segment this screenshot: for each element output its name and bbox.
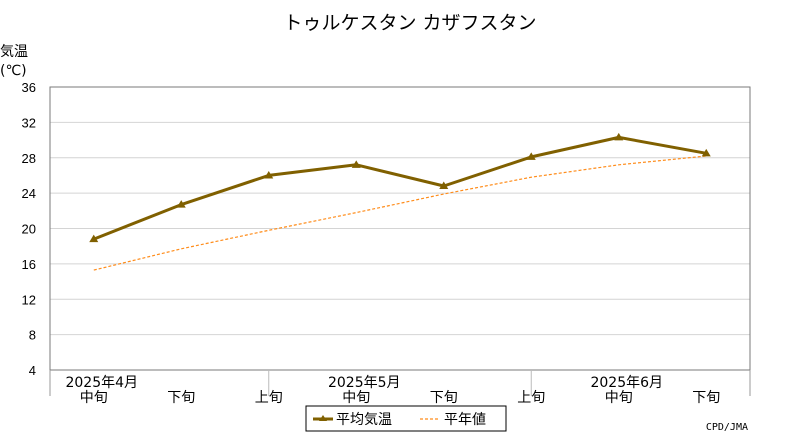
y-axis-label: 気温 [0, 44, 28, 60]
legend-label-average: 平均気温 [336, 412, 392, 428]
y-tick-label: 12 [22, 292, 36, 307]
average-point [701, 148, 711, 157]
average-point [264, 170, 274, 179]
gridlines [50, 121, 750, 336]
x-month-label: 2025年4月 [65, 375, 138, 391]
legend: 平均気温 平年値 [305, 405, 507, 432]
plot-area-frame [49, 86, 751, 371]
x-period-label: 下旬 [430, 390, 458, 406]
legend-box [305, 405, 507, 432]
source-credit: CPD/JMA [706, 422, 748, 433]
average-point [614, 132, 624, 141]
x-month-label: 2025年6月 [590, 375, 663, 391]
x-period-label: 上旬 [517, 390, 545, 406]
chart-title: トゥルケスタン カザフスタン [283, 12, 536, 34]
y-tick-label: 36 [22, 80, 36, 95]
y-axis-unit: (℃) [0, 63, 27, 79]
x-period-label: 中旬 [342, 390, 370, 406]
x-period-label: 上旬 [255, 390, 283, 406]
y-tick-label: 8 [29, 328, 36, 343]
average-point [439, 181, 449, 190]
average-point [176, 200, 186, 208]
average-point [526, 152, 536, 160]
x-period-label: 下旬 [692, 390, 720, 406]
average-point [351, 160, 361, 168]
x-period-label: 下旬 [167, 390, 195, 406]
x-period-label: 中旬 [605, 390, 633, 406]
y-tick-label: 32 [22, 115, 36, 130]
x-month-label: 2025年5月 [328, 375, 401, 391]
x-period-label: 中旬 [80, 390, 108, 406]
y-tick-label: 16 [22, 257, 36, 272]
average-point [89, 234, 99, 243]
legend-marker-average [319, 415, 327, 421]
y-tick-labels: 4 8 12 16 20 24 28 32 36 [22, 80, 36, 378]
y-tick-label: 4 [29, 363, 36, 378]
average-line [93, 135, 707, 241]
y-tick-label: 20 [22, 222, 36, 237]
data-series [89, 132, 711, 271]
normal-line [93, 155, 707, 271]
legend-label-normal: 平年値 [444, 412, 486, 428]
y-tick-label: 24 [22, 186, 36, 201]
y-tick-label: 28 [22, 151, 36, 166]
